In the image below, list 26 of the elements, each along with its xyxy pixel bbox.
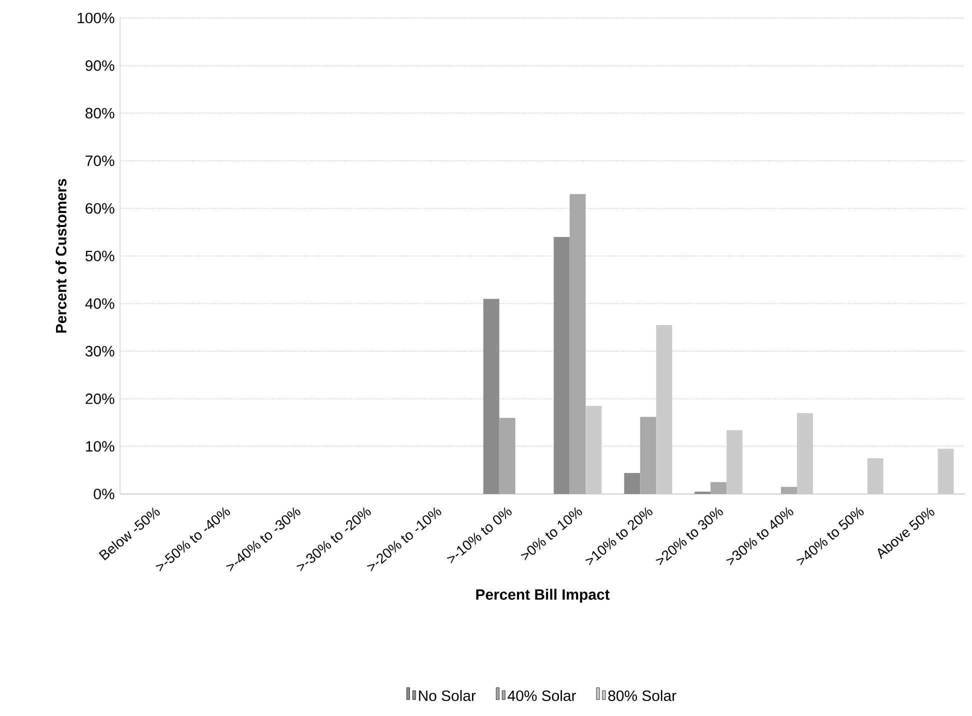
legend-label: No Solar xyxy=(419,690,476,702)
bar xyxy=(796,413,813,494)
legend-label: 40% Solar xyxy=(508,690,576,702)
bar xyxy=(554,236,570,494)
y-tick-label: 10% xyxy=(86,441,114,452)
bar xyxy=(726,430,743,494)
x-axis-title: Percent Bill Impact xyxy=(476,588,610,603)
y-tick-label: 0% xyxy=(94,488,114,500)
bar xyxy=(586,406,602,494)
y-tick-label: 70% xyxy=(86,155,114,166)
y-tick-label: 50% xyxy=(86,250,114,262)
x-tick-label: >0% to 10% xyxy=(520,507,582,560)
y-tick-label: 40% xyxy=(85,298,114,309)
y-tick-label: 30% xyxy=(85,346,114,356)
bar xyxy=(483,298,500,494)
y-tick-label: 100% xyxy=(78,12,114,24)
y-tick-label: 80% xyxy=(86,108,114,118)
y-tick-label: 90% xyxy=(86,60,114,71)
bar xyxy=(624,473,640,494)
y-tick-label: 20% xyxy=(86,393,114,404)
bar xyxy=(938,448,954,494)
bar xyxy=(867,458,884,494)
y-tick-label: 60% xyxy=(86,203,114,214)
y-axis-title: Percent of Customers xyxy=(55,178,66,333)
bar xyxy=(656,325,672,494)
legend-label: 80% Solar xyxy=(608,690,676,702)
